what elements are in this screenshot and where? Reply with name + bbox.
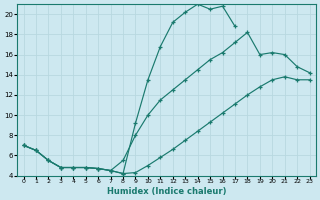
X-axis label: Humidex (Indice chaleur): Humidex (Indice chaleur) xyxy=(107,187,226,196)
